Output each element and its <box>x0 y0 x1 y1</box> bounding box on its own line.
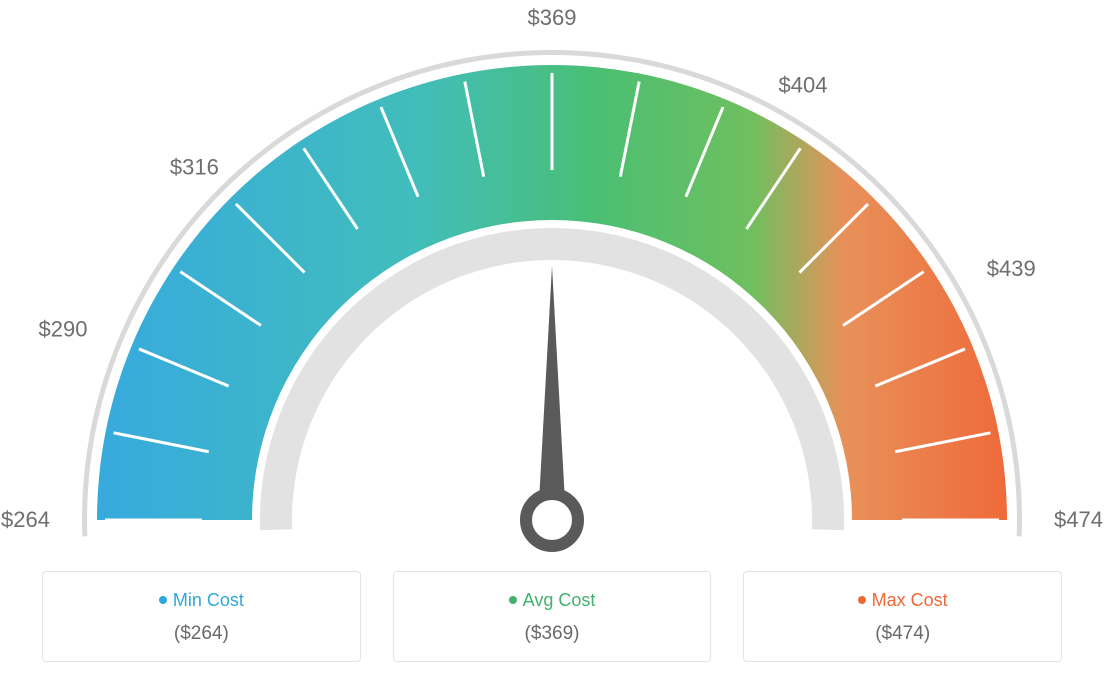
legend-avg-title: Avg Cost <box>404 590 701 611</box>
legend-min-label: Min Cost <box>173 590 244 610</box>
svg-text:$439: $439 <box>987 256 1036 281</box>
legend-min-box: Min Cost ($264) <box>42 571 361 662</box>
legend-min-title: Min Cost <box>53 590 350 611</box>
svg-text:$404: $404 <box>779 72 828 97</box>
legend-max-title: Max Cost <box>754 590 1051 611</box>
legend-avg-dot <box>509 596 517 604</box>
svg-text:$290: $290 <box>39 317 88 342</box>
cost-gauge-chart: { "gauge": { "type": "gauge", "min_value… <box>0 0 1104 690</box>
legend-min-dot <box>159 596 167 604</box>
legend-max-value: ($474) <box>754 623 1051 645</box>
legend-min-value: ($264) <box>53 623 350 645</box>
gauge-svg: $264 $290 $316 $369 $404 $439 $474 <box>0 0 1104 560</box>
gauge-area: $264 $290 $316 $369 $404 $439 $474 <box>0 0 1104 560</box>
legend-avg-box: Avg Cost ($369) <box>393 571 712 662</box>
legend-max-dot <box>858 596 866 604</box>
svg-text:$316: $316 <box>170 155 219 180</box>
legend-avg-label: Avg Cost <box>523 590 596 610</box>
legend-avg-value: ($369) <box>404 623 701 645</box>
svg-text:$264: $264 <box>1 507 50 532</box>
svg-text:$474: $474 <box>1054 507 1103 532</box>
legend-max-label: Max Cost <box>872 590 948 610</box>
legend-row: Min Cost ($264) Avg Cost ($369) Max Cost… <box>0 571 1104 662</box>
legend-max-box: Max Cost ($474) <box>743 571 1062 662</box>
svg-text:$369: $369 <box>528 5 577 30</box>
